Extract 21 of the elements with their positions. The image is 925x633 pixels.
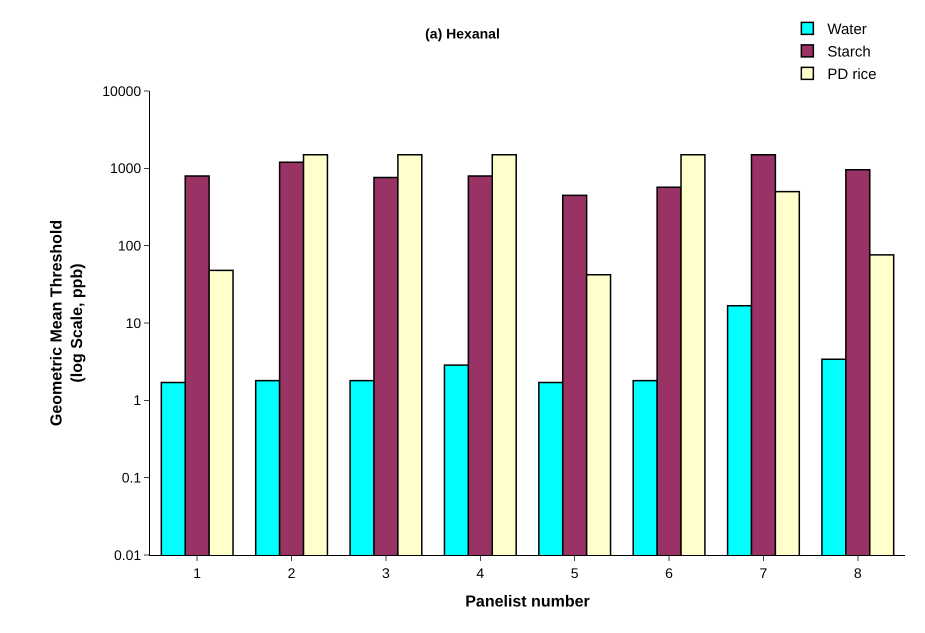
y-tick-label: 1 xyxy=(133,392,142,408)
x-tick-label: 5 xyxy=(570,564,579,581)
chart-title: (a) Hexanal xyxy=(425,25,500,42)
y-axis-title: Geometric Mean Threshold (log Scale, ppb) xyxy=(48,220,86,426)
x-tick-label: 8 xyxy=(854,564,862,581)
x-tick-label: 1 xyxy=(193,564,202,581)
x-tick-label: 3 xyxy=(382,564,390,581)
legend-label: Starch xyxy=(827,44,871,61)
legend-label: PD rice xyxy=(827,66,877,84)
y-tick-label: 100 xyxy=(118,238,142,254)
y-tick-label: 0.1 xyxy=(122,470,142,486)
x-tick-label: 7 xyxy=(760,564,768,581)
y-tick-label: 10000 xyxy=(102,82,142,99)
x-tick-label: 2 xyxy=(288,564,296,581)
x-axis-title: Panelist number xyxy=(465,594,590,610)
y-tick-label: 1000 xyxy=(110,160,142,176)
legend-label: Water xyxy=(827,21,867,38)
y-tick-label: 0.01 xyxy=(114,546,142,563)
x-tick-label: 4 xyxy=(476,564,484,581)
x-tick-label: 6 xyxy=(665,564,674,581)
y-tick-label: 10 xyxy=(126,314,142,331)
